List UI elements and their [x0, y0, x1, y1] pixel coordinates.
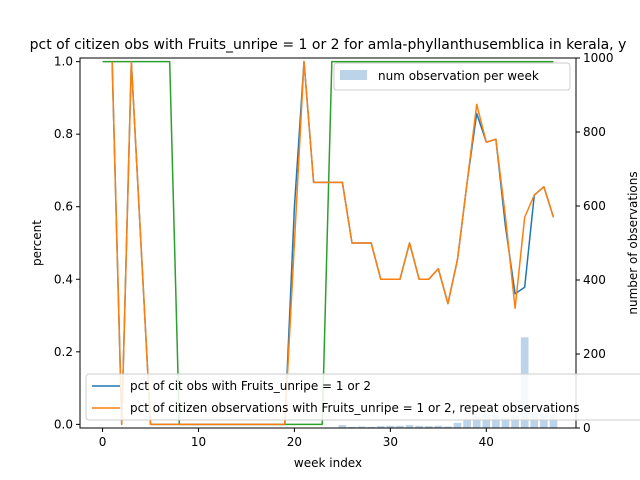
legend-upper: num observation per week	[333, 62, 571, 91]
y-tick-label: 0.0	[54, 417, 73, 431]
observation-bar	[415, 425, 423, 428]
legend-lower-label-0: pct of cit obs with Fruits_unripe = 1 or…	[130, 379, 371, 393]
observation-bar	[511, 416, 519, 428]
observation-bar	[463, 418, 471, 428]
legend-upper-label: num observation per week	[378, 69, 539, 83]
right-y-axis-label: number of observations	[626, 171, 640, 314]
y2-tick-label: 800	[583, 125, 606, 139]
observation-bar	[530, 413, 539, 428]
observation-bar	[348, 426, 356, 428]
observation-bar	[357, 426, 366, 428]
left-y-axis-ticks: 0.0 0.2 0.4 0.6 0.8 1.0	[54, 55, 80, 431]
y-tick-label: 1.0	[54, 55, 73, 69]
observation-bar	[540, 413, 548, 428]
y2-tick-label: 200	[583, 347, 606, 361]
x-axis-ticks: 0 10 20 30 40	[99, 428, 494, 449]
y-tick-label: 0.4	[54, 272, 73, 286]
observation-bar	[338, 425, 347, 428]
x-tick-label: 40	[479, 435, 494, 449]
observation-bar	[549, 415, 558, 428]
left-y-axis-label: percent	[30, 220, 44, 266]
series-line-2	[102, 60, 554, 426]
x-tick-label: 10	[191, 435, 206, 449]
y2-tick-label: 0	[583, 421, 591, 435]
observation-bar	[472, 416, 481, 428]
observation-bar	[501, 417, 510, 428]
x-tick-label: 0	[99, 435, 107, 449]
y-tick-label: 0.2	[54, 345, 73, 359]
series-lines	[102, 60, 555, 426]
observation-bar	[424, 426, 433, 428]
x-tick-label: 20	[287, 435, 302, 449]
observation-bar	[405, 425, 414, 428]
observation-bar	[434, 425, 443, 428]
axes-frame	[79, 57, 577, 429]
observation-bar	[367, 426, 376, 428]
observation-bar	[492, 414, 500, 428]
legend-lower-label-1: pct of citizen observations with Fruits_…	[130, 401, 579, 415]
legend-upper-swatch	[340, 70, 367, 80]
legend-lower-frame	[85, 373, 640, 421]
legend-lower: pct of cit obs with Fruits_unripe = 1 or…	[85, 373, 640, 421]
y-tick-label: 0.8	[54, 127, 73, 141]
y2-tick-label: 400	[583, 273, 606, 287]
x-tick-label: 30	[383, 435, 398, 449]
right-y-axis-ticks: 0 200 400 600 800 1000	[576, 51, 614, 435]
observation-bar	[453, 422, 462, 428]
y2-tick-label: 1000	[583, 51, 614, 65]
observation-bar	[376, 426, 385, 428]
y2-tick-label: 600	[583, 199, 606, 213]
chart-title: pct of citizen obs with Fruits_unripe = …	[30, 37, 627, 53]
observation-bar	[444, 426, 452, 428]
observation-bar	[396, 425, 404, 428]
x-axis-label: week index	[294, 456, 362, 470]
series-line-1	[111, 60, 555, 426]
observation-bar	[386, 425, 395, 428]
y-tick-label: 0.6	[54, 200, 73, 214]
legend-upper-frame	[333, 62, 571, 91]
observation-bar	[482, 413, 491, 428]
